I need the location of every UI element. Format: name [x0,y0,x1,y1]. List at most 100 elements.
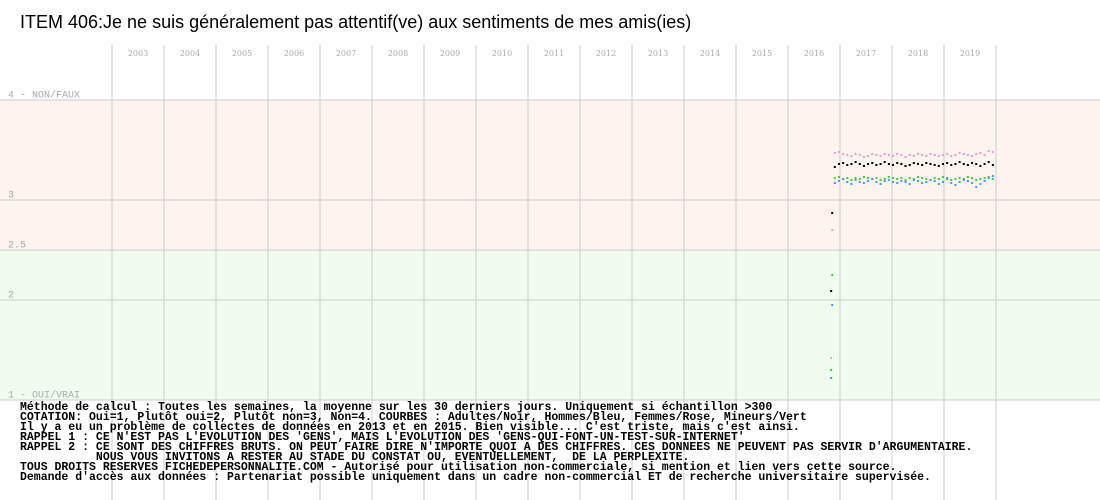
note: NOUS VOUS INVITONS A RESTER AU STADE DU … [20,451,689,464]
point [975,186,978,188]
point [867,180,870,182]
point [858,154,861,156]
y-tick-label: 1 - OUI/VRAI [8,390,80,402]
point [991,175,994,177]
point [925,178,928,180]
point [842,153,845,155]
point [883,153,886,155]
point [987,150,990,152]
note: Demande d'accès aux données : Partenaria… [20,471,931,484]
point [941,154,944,156]
point [842,162,845,164]
point [887,176,890,178]
x-tick-label: 2016 [804,49,824,58]
point [950,179,953,181]
point [900,180,903,182]
x-tick-label: 2017 [856,49,876,58]
point [871,153,874,155]
background [0,100,1100,400]
point [941,163,944,165]
grid: 4 - NON/FAUX 3 2.5 2 1 - OUI/VRAI 2003 2004 200… [0,45,1100,500]
y-tick-label: 3 [8,191,14,202]
point [830,290,833,292]
point [830,377,833,379]
point [983,177,986,179]
point [962,179,965,181]
point [896,182,899,184]
point [991,164,994,166]
point [975,163,978,165]
point [937,183,940,185]
x-tick-label: 2006 [284,49,304,58]
point [883,178,886,180]
point [975,153,978,155]
point [921,154,924,156]
point [917,176,919,178]
x-tick-label: 2010 [492,49,512,58]
point [987,177,990,179]
point [950,164,953,166]
point [883,180,886,182]
point [892,155,895,157]
point [850,155,853,157]
point [831,229,834,231]
note: RAPPEL 2 : CE SONT DES CHIFFRES BRUTS. O… [20,441,972,454]
x-tick-label: 2009 [440,49,460,58]
point [887,154,890,156]
point [946,162,949,164]
point [871,162,874,164]
point [933,164,936,166]
points [830,150,994,379]
y-tick-label: 2.5 [8,241,26,252]
chart-title: ITEM 406:Je ne suis généralement pas att… [20,12,691,32]
point [862,182,865,184]
point [867,177,870,179]
point [875,164,878,166]
x-tick-label: 2005 [232,49,252,58]
point [837,176,840,178]
point [846,164,849,166]
point [892,181,895,183]
point [892,164,895,166]
note: TOUS DROITS RESERVES FICHEDEPERSONNALITE… [20,461,896,474]
point [867,155,870,157]
point [831,212,834,214]
point [983,154,986,156]
point [966,154,969,156]
point [854,161,857,163]
x-tick-label: 2007 [336,49,356,58]
x-tick-label: 2003 [128,49,148,58]
point [833,177,836,179]
point [929,153,932,155]
point [862,156,865,158]
point [954,184,957,186]
point [904,181,907,183]
point [979,165,982,167]
point [858,163,861,165]
point [896,162,899,164]
point [846,177,849,179]
point [850,183,853,185]
point [950,155,953,157]
point [837,151,840,153]
point [867,163,870,165]
x-tick-label: 2018 [908,49,928,58]
x-tick-label: 2012 [596,49,616,58]
notes: Méthode de calcul : Toutes les semaines,… [20,401,972,484]
x-tick-label: 2011 [544,49,564,58]
point [983,180,986,182]
point [908,183,911,185]
note: Il y a eu un problème de collectes de do… [20,421,800,434]
point [921,164,924,166]
note: Méthode de calcul : Toutes les semaines,… [20,401,772,414]
point [966,180,969,182]
point [912,179,915,181]
point [879,163,882,165]
point [908,177,911,179]
point [879,183,882,185]
point [904,156,907,158]
point [850,163,853,165]
x-tick-label: 2019 [960,49,980,58]
point [831,274,834,276]
point [937,178,940,180]
